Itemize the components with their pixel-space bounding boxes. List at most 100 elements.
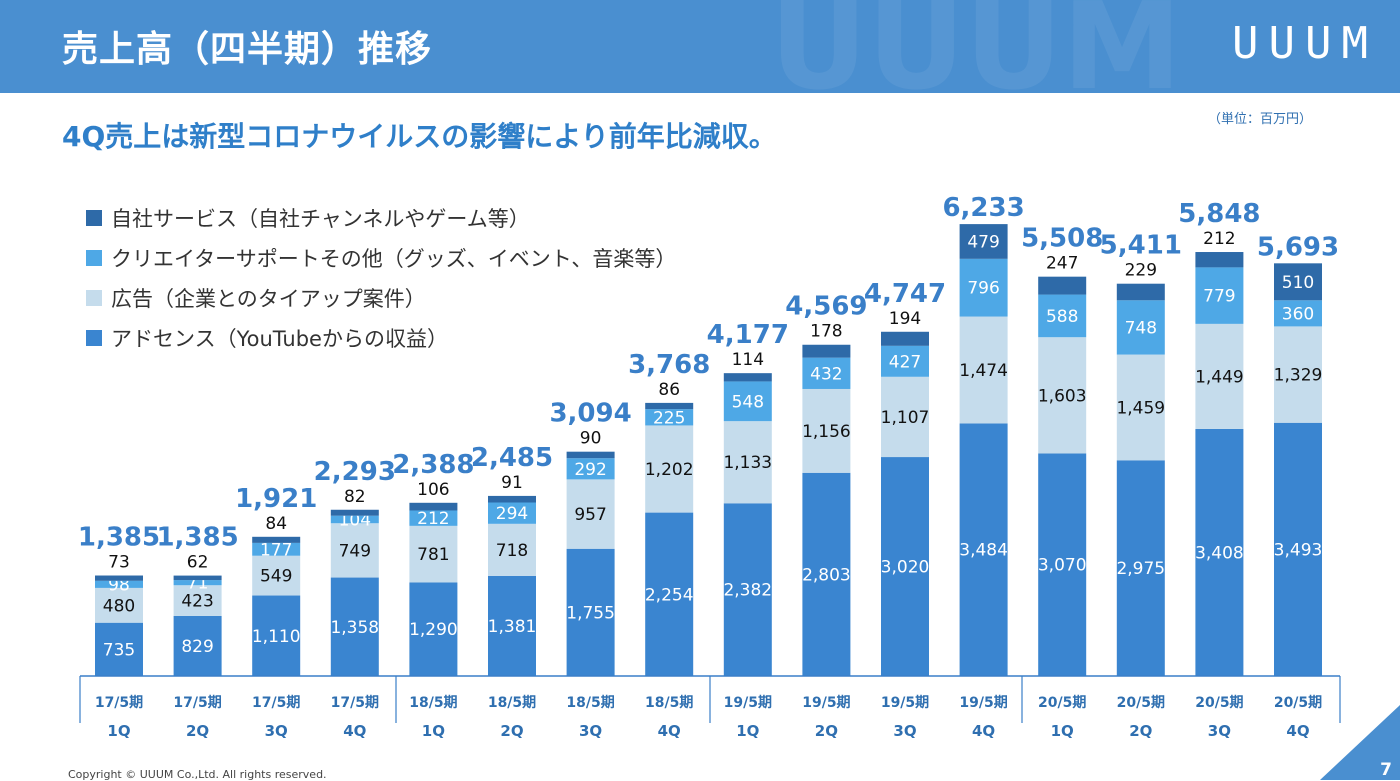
legend-label-adsense: アドセンス（YouTubeからの収益） (111, 327, 448, 351)
bar-segment-adsense (173, 615, 222, 676)
bar-segment-own_service (959, 224, 1008, 259)
bar-segment-adsense (488, 575, 536, 676)
data-label-creator_support: 360 (1282, 304, 1314, 324)
data-label-ads: 549 (260, 567, 292, 587)
data-label-adsense: 3,408 (1195, 543, 1244, 563)
bar-segment-adsense (959, 423, 1008, 676)
bar-segment-ads (409, 525, 458, 583)
x-tick-label-quarter: 2Q (500, 722, 523, 740)
total-label: 5,848 (1178, 199, 1260, 229)
bar-segment-adsense (330, 577, 379, 676)
data-label-ads: 1,107 (881, 408, 930, 428)
data-label-adsense: 3,070 (1038, 556, 1087, 576)
bar-segment-own_service (881, 331, 929, 346)
headline-message: 4Q売上は新型コロナウイルスの影響により前年比減収。 (62, 120, 777, 153)
legend-item-own-service: 自社サービス（自社チャンネルやゲーム等） (86, 198, 676, 238)
data-label-ads: 1,459 (1116, 398, 1165, 418)
data-label-own_service: 212 (1203, 229, 1235, 249)
legend-label-creator-support: クリエイターサポートその他（グッズ、イベント、音楽等） (111, 247, 677, 271)
data-label-adsense: 2,382 (723, 581, 772, 601)
x-tick-label-period: 17/5期 (252, 695, 300, 711)
bar-segment-own_service (409, 502, 458, 511)
bar-segment-adsense (1274, 422, 1322, 676)
x-tick-label-quarter: 4Q (343, 722, 366, 740)
total-label: 1,385 (156, 523, 238, 553)
x-tick-label-period: 18/5期 (409, 695, 457, 711)
header-decoration: UUUM (770, 0, 1182, 93)
bar-segment-creator_support (723, 381, 772, 422)
bar-segment-adsense (645, 512, 694, 676)
bar-segment-ads (723, 421, 772, 504)
total-label: 4,177 (707, 320, 789, 350)
bar-segment-own_service (95, 575, 143, 581)
data-label-own_service: 73 (108, 553, 130, 573)
total-label: 5,508 (1021, 224, 1103, 254)
page-title: 売上高（四半期）推移 (62, 29, 433, 70)
data-label-adsense: 3,020 (881, 558, 930, 578)
copyright: Copyright © UUUM Co.,Ltd. All rights res… (68, 768, 327, 781)
data-label-creator_support: 432 (810, 364, 842, 384)
x-tick-label-period: 18/5期 (645, 695, 693, 711)
x-tick-label-period: 20/5期 (1274, 695, 1322, 711)
x-tick-label-quarter: 1Q (736, 722, 759, 740)
data-label-adsense: 3,493 (1274, 540, 1323, 560)
x-tick-label-period: 19/5期 (881, 695, 929, 711)
data-label-ads: 1,133 (723, 453, 772, 473)
data-label-own_service: 114 (732, 350, 764, 370)
data-label-own_service: 90 (580, 429, 602, 449)
bar-segment-creator_support (173, 580, 222, 586)
data-label-adsense: 735 (103, 640, 135, 660)
data-label-ads: 957 (574, 505, 606, 525)
total-label: 4,747 (864, 279, 946, 309)
legend-label-ads: 広告（企業とのタイアップ案件） (111, 287, 426, 311)
data-label-ads: 1,603 (1038, 386, 1087, 406)
legend-swatch-adsense (86, 330, 102, 346)
legend-item-ads: 広告（企業とのタイアップ案件） (86, 278, 676, 318)
bar-segment-own_service (1116, 283, 1165, 301)
data-label-adsense: 829 (181, 637, 213, 657)
bar-segment-creator_support (881, 345, 929, 377)
x-tick-label-quarter: 2Q (815, 722, 838, 740)
bar-segment-own_service (488, 495, 536, 503)
data-label-adsense: 2,975 (1116, 559, 1165, 579)
data-label-creator_support: 292 (574, 460, 606, 480)
total-label: 3,094 (549, 399, 631, 429)
bar-segment-own_service (1038, 276, 1087, 295)
bar-segment-ads (173, 585, 222, 616)
bar-segment-creator_support (95, 580, 143, 588)
data-label-own_service: 84 (265, 514, 287, 534)
bar-segment-creator_support (566, 458, 615, 480)
total-label: 3,768 (628, 350, 710, 380)
x-tick-label-quarter: 4Q (972, 722, 995, 740)
total-label: 4,569 (785, 292, 867, 322)
x-tick-label-period: 18/5期 (566, 695, 614, 711)
data-label-creator_support: 779 (1203, 287, 1235, 307)
data-label-creator_support: 588 (1046, 307, 1078, 327)
data-label-ads: 423 (181, 592, 213, 612)
data-label-ads: 1,474 (959, 361, 1008, 381)
data-label-creator_support: 177 (260, 540, 292, 560)
bar-segment-ads (959, 316, 1008, 424)
legend-swatch-ads (86, 290, 102, 306)
svg-text:UUUM: UUUM (770, 0, 1182, 93)
x-tick-label-quarter: 4Q (1286, 722, 1309, 740)
bar-segment-own_service (645, 402, 694, 410)
bar-segment-ads (802, 388, 851, 473)
data-label-creator_support: 748 (1125, 318, 1157, 338)
bar-segment-creator_support (645, 409, 694, 426)
data-label-own_service: 510 (1282, 273, 1314, 293)
x-tick-label-period: 19/5期 (724, 695, 772, 711)
x-tick-label-quarter: 2Q (1129, 722, 1152, 740)
bar-segment-ads (95, 587, 143, 623)
uuum-logo: UUUM (1232, 18, 1378, 69)
data-label-own_service: 479 (967, 232, 999, 252)
bar-segment-own_service (330, 509, 379, 516)
x-tick-label-quarter: 3Q (893, 722, 916, 740)
bar-segment-creator_support (330, 515, 379, 524)
legend-swatch-own-service (86, 210, 102, 226)
bar-segment-creator_support (488, 502, 536, 524)
legend-item-creator-support: クリエイターサポートその他（グッズ、イベント、音楽等） (86, 238, 676, 278)
x-tick-label-period: 19/5期 (959, 695, 1007, 711)
legend-label-own-service: 自社サービス（自社チャンネルやゲーム等） (111, 207, 530, 231)
total-label: 5,693 (1257, 232, 1339, 262)
